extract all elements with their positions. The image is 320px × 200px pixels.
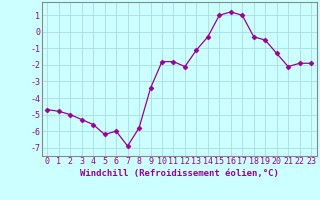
X-axis label: Windchill (Refroidissement éolien,°C): Windchill (Refroidissement éolien,°C) bbox=[80, 169, 279, 178]
